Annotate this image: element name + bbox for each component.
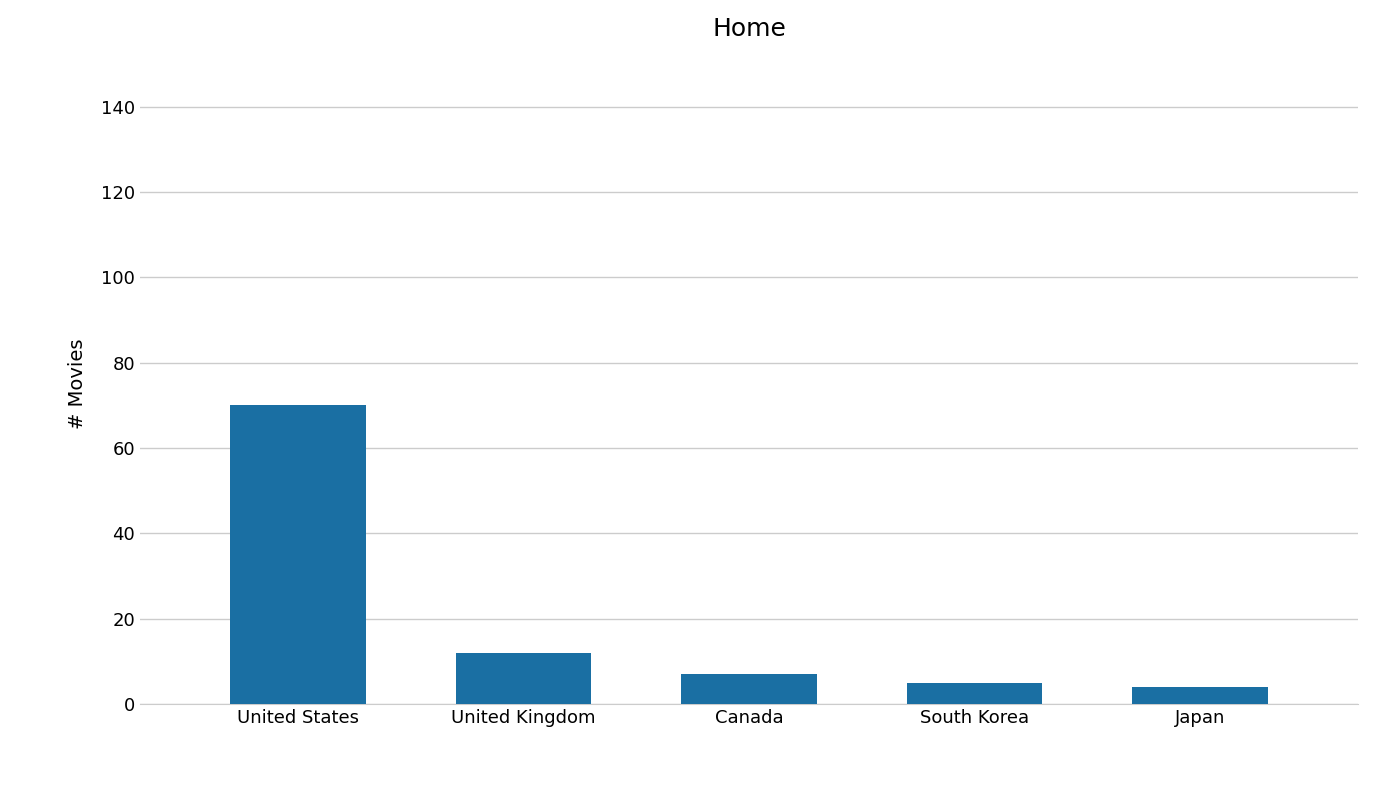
Title: Home: Home xyxy=(713,18,785,42)
Bar xyxy=(907,682,1042,704)
Bar xyxy=(1133,687,1268,704)
Bar xyxy=(230,406,365,704)
Bar xyxy=(456,653,591,704)
Bar xyxy=(682,674,816,704)
Y-axis label: # Movies: # Movies xyxy=(69,338,87,430)
